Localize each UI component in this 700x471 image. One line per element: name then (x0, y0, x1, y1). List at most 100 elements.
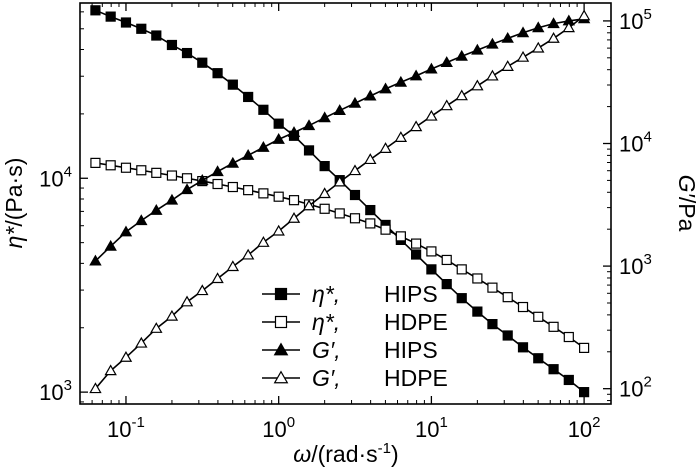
data-point (579, 342, 590, 353)
legend-entry: η*, HIPS (262, 281, 438, 307)
data-point (151, 30, 162, 41)
data-point (243, 91, 254, 103)
data-point (379, 142, 392, 154)
data-point (212, 178, 223, 190)
legend-material: HDPE (384, 309, 448, 335)
legend-material: HIPS (384, 337, 438, 363)
legend-entry: G′, HIPS (262, 337, 438, 363)
axis-tick-labels: 10-1 100 101 102 103 104 102 103 104 105 (39, 6, 652, 442)
data-point (135, 336, 148, 348)
data-point (196, 284, 209, 296)
y-tick-label: 104 (39, 163, 72, 191)
data-point (272, 133, 285, 144)
data-point (364, 153, 377, 165)
data-point (516, 50, 530, 62)
left-axis-units: /(Pa·s) (1, 158, 27, 227)
data-point (486, 69, 499, 81)
data-point (136, 23, 147, 34)
legend-entry: η*, HDPE (262, 309, 448, 335)
data-point (426, 264, 437, 275)
data-point (180, 183, 194, 195)
x-tick-label: 10-1 (107, 414, 145, 442)
legend-marker (274, 315, 288, 329)
series-line (94, 18, 585, 262)
data-point (349, 189, 361, 201)
data-point (502, 330, 513, 341)
data-point (243, 185, 254, 196)
data-point (165, 193, 179, 205)
y2-tick-label: 105 (619, 6, 652, 34)
data-point (501, 31, 514, 43)
data-point (302, 119, 316, 131)
data-point (548, 364, 559, 375)
data-point (471, 79, 484, 91)
data-point (318, 187, 331, 199)
data-point (287, 212, 301, 223)
data-point (319, 203, 330, 214)
data-point (150, 203, 163, 215)
data-point (562, 21, 576, 33)
y2-tick-label: 103 (619, 251, 652, 279)
legend-symbol: G′, (312, 365, 341, 391)
data-point (319, 160, 330, 172)
data-point (258, 104, 269, 115)
data-point (302, 199, 316, 211)
data-point (90, 157, 101, 168)
data-point (166, 170, 178, 181)
data-point (136, 165, 147, 176)
data-point (288, 195, 300, 206)
data-point (455, 49, 468, 61)
left-axis-title: η*/(Pa·s) (1, 158, 27, 249)
data-point (547, 17, 560, 29)
data-point (472, 273, 483, 284)
data-point (150, 322, 163, 333)
y2-tick-label: 102 (619, 374, 652, 402)
right-axis-units: /Pa (674, 197, 700, 232)
x-axis-title: ω/(rad·s-1) (293, 440, 398, 467)
data-point (151, 167, 162, 178)
legend-entry: G′, HDPE (262, 365, 448, 391)
x-tick-label: 102 (568, 414, 601, 442)
legend-material: HIPS (384, 281, 438, 307)
series-3 (89, 9, 591, 394)
data-point (487, 319, 498, 330)
legend: η*, HIPS η*, HDPE G′, HIPS G′, HDPE (262, 281, 448, 391)
legend-marker (274, 287, 288, 301)
plot-frame (79, 2, 612, 405)
x-axis-units-exp: -1 (378, 440, 391, 457)
legend-marker (273, 342, 289, 356)
data-point (364, 89, 377, 101)
data-point (517, 301, 529, 313)
data-point (365, 218, 376, 229)
data-point (105, 11, 116, 22)
data-point (258, 188, 269, 199)
data-point (89, 382, 102, 394)
data-point (333, 104, 346, 115)
data-point (89, 254, 102, 266)
data-point (395, 231, 406, 242)
data-point (348, 164, 362, 176)
data-point (166, 39, 178, 51)
data-point (379, 82, 392, 94)
series-1 (90, 157, 590, 353)
x-axis-symbol: ω (293, 441, 311, 467)
data-point (517, 342, 529, 353)
legend-material: HDPE (384, 365, 448, 391)
data-point (394, 131, 408, 142)
legend-symbol: η*, (312, 281, 340, 307)
data-point (410, 238, 422, 249)
data-point (472, 306, 483, 317)
data-point (516, 26, 530, 38)
data-point (303, 145, 315, 156)
data-point (502, 292, 513, 303)
data-point (318, 111, 331, 123)
data-point (196, 174, 209, 185)
data-point (104, 239, 117, 251)
data-point (180, 295, 194, 307)
data-point (135, 214, 148, 226)
data-point (165, 309, 179, 321)
legend-symbol: η*, (312, 309, 340, 335)
data-point (547, 32, 560, 43)
data-point (181, 173, 193, 184)
